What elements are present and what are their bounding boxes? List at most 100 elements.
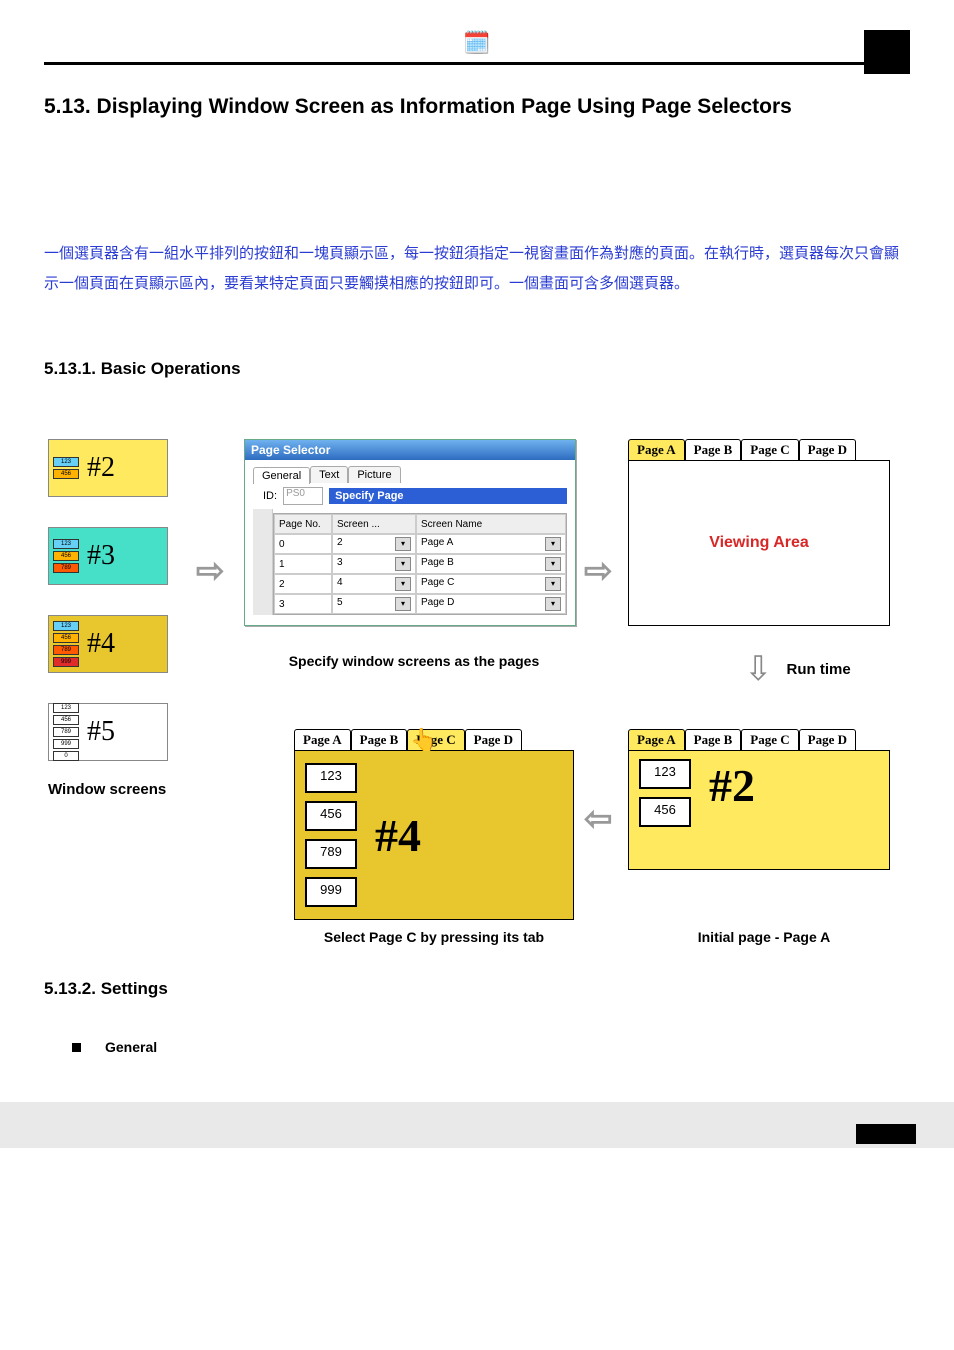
table-row: 13▾Page B▾	[274, 554, 566, 574]
hand-cursor-icon: 👆	[410, 727, 437, 753]
page-tab[interactable]: Page A	[294, 729, 351, 750]
diagram: 123 456 #2 123 456 789 #3 123 456 789 999 #4 123 456 7…	[44, 439, 910, 959]
mini-value-box: 789	[53, 563, 79, 573]
table-row: 02▾Page A▾	[274, 534, 566, 554]
grid-header: Screen Name	[416, 514, 566, 534]
header-rule	[44, 62, 910, 65]
window-screen-item: 123 456 789 999 0 #5	[48, 703, 168, 761]
intro-paragraph: 一個選頁器含有一組水平排列的按鈕和一塊頁顯示區，每一按鈕須指定一視窗畫面作為對應…	[44, 239, 910, 299]
chevron-down-icon[interactable]: ▾	[395, 557, 411, 571]
page-tab[interactable]: Page D	[465, 729, 522, 750]
page-tab[interactable]: Page C	[741, 439, 798, 460]
page-no-cell: 3	[274, 594, 332, 614]
screen-name-dropdown[interactable]: Page B▾	[416, 554, 566, 574]
id-input[interactable]: PS0	[283, 487, 323, 505]
hash-label: #5	[87, 716, 115, 748]
page-no-cell: 0	[274, 534, 332, 554]
mini-value-box: 123	[53, 539, 79, 549]
result-page-c: 👆 Page APage BPage CPage D 123456789999 …	[294, 729, 574, 920]
value-box: 123	[639, 759, 691, 789]
dialog-tabs: General Text Picture	[253, 466, 567, 483]
hash-label: #3	[87, 540, 115, 572]
chevron-down-icon[interactable]: ▾	[395, 577, 411, 591]
page-tab[interactable]: Page A	[628, 729, 685, 750]
window-screens-column: 123456#2123456789#3123456789999#41234567…	[48, 439, 218, 798]
hash-label: #4	[375, 809, 421, 862]
screen-dropdown[interactable]: 4▾	[332, 574, 416, 594]
id-label: ID:	[263, 490, 277, 502]
dialog-titlebar: Page Selector	[245, 440, 575, 460]
screen-name-dropdown[interactable]: Page D▾	[416, 594, 566, 614]
mini-value-box: 0	[53, 751, 79, 761]
specify-page-header: Specify Page	[329, 488, 567, 504]
link-placeholder[interactable]	[172, 1059, 262, 1073]
hash-label: #4	[87, 628, 115, 660]
window-screens-label: Window screens	[48, 781, 218, 798]
hash-label: #2	[709, 759, 755, 812]
caption-select-c: Select Page C by pressing its tab	[294, 929, 574, 945]
arrow-left-icon: ⇦	[584, 799, 613, 839]
chevron-down-icon[interactable]: ▾	[545, 557, 561, 571]
viewing-area-panel: Page APage BPage CPage D Viewing Area	[628, 439, 890, 626]
tab-general[interactable]: General	[253, 467, 310, 484]
grid-header: Screen ...	[332, 514, 416, 534]
window-screen-item: 123 456 789 999 #4	[48, 615, 168, 673]
value-box: 456	[305, 801, 357, 831]
mini-value-box: 999	[53, 739, 79, 749]
tab-picture[interactable]: Picture	[348, 466, 400, 483]
caption-initial-a: Initial page - Page A	[644, 929, 884, 945]
tab-text[interactable]: Text	[310, 466, 348, 483]
mini-value-box: 456	[53, 633, 79, 643]
window-screen-item: 123456#2	[48, 439, 168, 497]
value-box: 999	[305, 877, 357, 907]
page-tab[interactable]: Page B	[685, 439, 742, 460]
chevron-down-icon[interactable]: ▾	[545, 577, 561, 591]
runtime-text: Run time	[787, 661, 851, 678]
page-tab[interactable]: Page D	[799, 729, 856, 750]
page-grid: Page No.Screen ...Screen Name02▾Page A▾1…	[273, 513, 567, 615]
subsection-settings: 5.13.2. Settings	[44, 979, 910, 999]
bullet-general: General	[72, 1039, 910, 1055]
subsection-basic-ops: 5.13.1. Basic Operations	[44, 359, 910, 379]
mini-value-box: 123	[53, 621, 79, 631]
mini-value-box: 123	[53, 703, 79, 713]
footer-black-box	[856, 1124, 916, 1144]
page-no-cell: 1	[274, 554, 332, 574]
caption-specify: Specify window screens as the pages	[254, 653, 574, 669]
bullet-general-label: General	[105, 1039, 157, 1055]
screen-name-dropdown[interactable]: Page C▾	[416, 574, 566, 594]
page-selector-dialog: Page Selector General Text Picture ID: P…	[244, 439, 576, 626]
page-tab[interactable]: Page B	[351, 729, 408, 750]
screen-name-dropdown[interactable]: Page A▾	[416, 534, 566, 554]
mini-value-box: 456	[53, 715, 79, 725]
arrow-down-icon: ⇩	[744, 649, 773, 689]
chevron-down-icon[interactable]: ▾	[395, 597, 411, 611]
mini-value-box: 789	[53, 727, 79, 737]
chevron-down-icon[interactable]: ▾	[545, 597, 561, 611]
value-box: 123	[305, 763, 357, 793]
page-edge-tab	[864, 30, 910, 74]
arrow-right-icon: ⇨	[584, 551, 613, 591]
screen-dropdown[interactable]: 5▾	[332, 594, 416, 614]
chevron-down-icon[interactable]: ▾	[545, 537, 561, 551]
mini-value-box: 456	[53, 469, 79, 479]
result-page-a: Page APage BPage CPage D 123 456 #2	[628, 729, 890, 870]
page-tab[interactable]: Page A	[628, 439, 685, 460]
page-tab[interactable]: Page B	[685, 729, 742, 750]
section-title: 5.13. Displaying Window Screen as Inform…	[44, 95, 910, 119]
screen-dropdown[interactable]: 3▾	[332, 554, 416, 574]
runtime-label: ⇩ Run time	[744, 649, 851, 689]
grid-header: Page No.	[274, 514, 332, 534]
hash-label: #2	[87, 452, 115, 484]
page-no-cell: 2	[274, 574, 332, 594]
page-footer	[0, 1102, 954, 1148]
mini-value-box: 789	[53, 645, 79, 655]
table-row: 35▾Page D▾	[274, 594, 566, 614]
value-box: 456	[639, 797, 691, 827]
page-tab[interactable]: Page C	[741, 729, 798, 750]
page-tab[interactable]: Page D	[799, 439, 856, 460]
mini-value-box: 999	[53, 657, 79, 667]
chevron-down-icon[interactable]: ▾	[395, 537, 411, 551]
screen-dropdown[interactable]: 2▾	[332, 534, 416, 554]
arrow-right-icon: ⇨	[196, 551, 225, 591]
